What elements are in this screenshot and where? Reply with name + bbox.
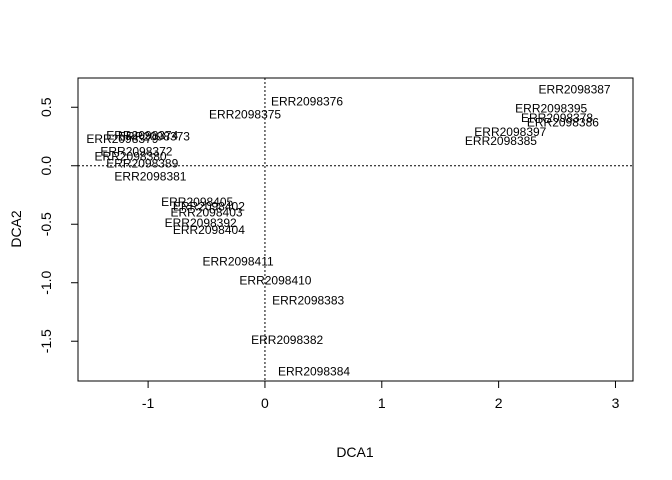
point-label: ERR2098392	[165, 216, 237, 230]
point-label: ERR2098382	[251, 333, 323, 347]
x-tick-label: 3	[612, 395, 620, 411]
reference-lines	[78, 78, 633, 381]
point-label: ERR2098395	[515, 101, 587, 115]
y-tick-label: 0.5	[38, 97, 54, 117]
y-axis: -1.5 -1.0 -0.5 0.0 0.5	[38, 97, 79, 353]
x-axis: -1 0 1 2 3	[142, 380, 620, 411]
point-label: ERR2098381	[114, 169, 186, 183]
point-label: ERR2098384	[278, 365, 350, 379]
x-axis-label: DCA1	[336, 444, 374, 460]
x-tick-label: -1	[142, 395, 155, 411]
point-label: ERR2098403	[170, 206, 242, 220]
point-label: ERR2098387	[539, 83, 611, 97]
x-tick-label: 1	[378, 395, 386, 411]
point-label: ERR2098379	[86, 132, 158, 146]
point-label: ERR2098376	[271, 94, 343, 108]
point-label: ERR2098375	[209, 107, 281, 121]
point-label: ERR2098386	[527, 115, 599, 129]
point-label: ERR2098380	[95, 149, 167, 163]
point-label: ERR2098383	[272, 293, 344, 307]
point-label: ERR2098411	[202, 255, 273, 269]
y-axis-label: DCA2	[8, 210, 24, 248]
point-label: ERR2098404	[173, 223, 245, 237]
x-tick-label: 2	[495, 395, 503, 411]
x-tick-label: 0	[261, 395, 269, 411]
point-label: ERR2098397	[474, 125, 546, 139]
point-label: ERR2098402	[173, 200, 245, 214]
point-label: ERR2098374	[106, 128, 178, 142]
point-label: ERR2098410	[239, 273, 311, 287]
point-label: ERR2098378	[521, 111, 593, 125]
point-label: ERR2098389	[106, 156, 178, 170]
point-label: ERR2098372	[100, 145, 172, 159]
y-tick-label: -1.5	[38, 329, 54, 353]
point-label: ERR2098385	[465, 134, 537, 148]
y-tick-label: -0.5	[38, 212, 54, 236]
point-label: ERR2098405	[161, 195, 233, 209]
point-labels: ERR2098387 ERR2098395ERR2098378ERR2098386…	[86, 83, 611, 379]
point-label: ERR2098373	[118, 129, 190, 143]
y-tick-label: 0.0	[38, 156, 54, 176]
y-tick-label: -1.0	[38, 270, 54, 294]
